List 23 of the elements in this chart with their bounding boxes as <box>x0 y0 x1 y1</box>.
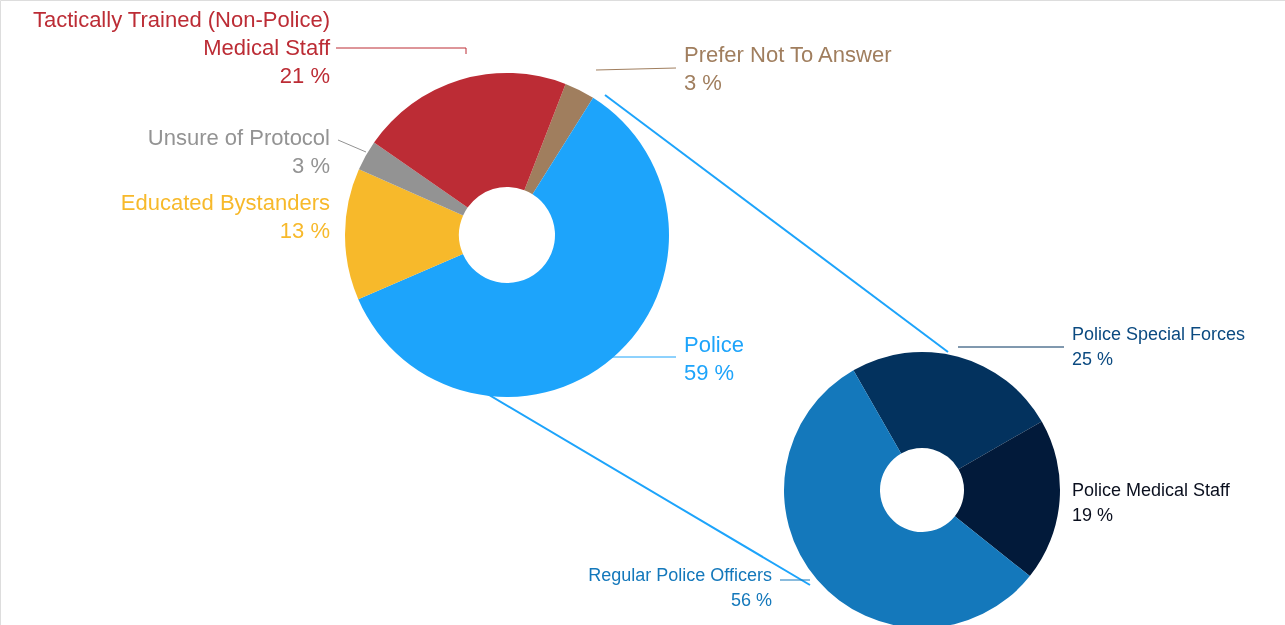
slice-label: Police Medical Staff <box>1072 480 1231 500</box>
data-label: 25 % <box>1072 349 1114 369</box>
data-label: 19 % <box>1072 505 1114 525</box>
data-label: 3 % <box>292 153 330 178</box>
donut-slice <box>374 73 566 208</box>
donut-slice <box>954 421 1060 577</box>
slice-label: Police Special Forces <box>1072 324 1246 344</box>
legend-label: Prefer Not To Answer <box>684 42 892 67</box>
data-label: 13 % <box>279 218 330 243</box>
slice-label: Tactically Trained (Non-Police) Medical Staff <box>32 7 331 60</box>
slice-label: Unsure of Protocol <box>147 125 330 150</box>
data-label: 56 % <box>730 590 772 610</box>
slice-label: Regular Police Officers <box>588 565 772 585</box>
donut-slice <box>358 142 468 216</box>
donut-slice <box>345 169 464 300</box>
data-label: 3 % <box>684 70 722 95</box>
donut-slice <box>853 352 1042 470</box>
data-label: 59 % <box>684 360 735 385</box>
slice-label: Educated Bystanders <box>120 190 330 215</box>
donut-slice <box>784 370 1030 625</box>
slice-label: Police <box>684 332 744 357</box>
data-label: 21 % <box>279 63 330 88</box>
donut-slice <box>524 83 594 195</box>
